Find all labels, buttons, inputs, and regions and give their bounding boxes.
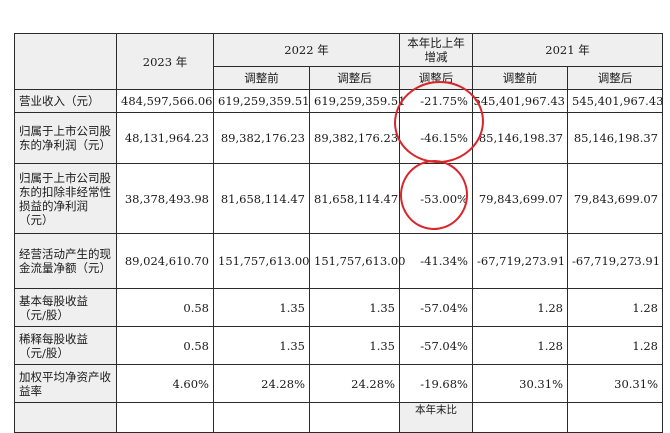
value-2021-after: 545,401,967.43 [567, 89, 663, 113]
value-2023: 0.58 [116, 326, 214, 365]
subheader-2021-after: 调整后 [567, 66, 663, 90]
table-row-diluted-eps: 稀释每股收益（元/股） 0.58 1.35 1.35 -57.04% 1.28 … [14, 326, 663, 365]
value-2023: 89,024,610.70 [116, 233, 214, 289]
value-2023: 48,131,964.23 [116, 112, 214, 164]
value-2021-after: 79,843,699.07 [567, 163, 663, 234]
value-2021-after: -67,719,273.91 [567, 233, 663, 289]
table-row-roe: 加权平均净资产收益率 4.60% 24.28% 24.28% -19.68% 3… [14, 364, 663, 403]
row-label: 基本每股收益（元/股） [14, 288, 117, 327]
table-row-operating-cash-flow: 经营活动产生的现金流量净额（元） 89,024,610.70 151,757,6… [14, 233, 663, 289]
row-label: 稀释每股收益（元/股） [14, 326, 117, 365]
value-2022-after: 151,757,613.00 [309, 233, 405, 289]
value-2021-before: 85,146,198.37 [472, 112, 568, 164]
value-2021-after: 30.31% [567, 364, 663, 403]
value-2022-before: 151,757,613.00 [213, 233, 310, 289]
value-2022-before: 89,382,176.23 [213, 112, 310, 164]
row-label: 归属于上市公司股东的扣除非经常性损益的净利润（元） [14, 163, 117, 234]
row-label: 经营活动产生的现金流量净额（元） [14, 233, 117, 289]
table-row-next-partial: 本年末比 [14, 402, 663, 433]
next-header-fragment: 本年末比 [399, 402, 473, 433]
value-2022-before: 24.28% [213, 364, 310, 403]
value-2022-before: 81,658,114.47 [213, 163, 310, 234]
row-label: 加权平均净资产收益率 [14, 364, 117, 403]
value-2021-after: 1.28 [567, 288, 663, 327]
value-2022-before: 619,259,359.51 [213, 89, 310, 113]
value-2021-before: 1.28 [472, 288, 568, 327]
value-2022-after: 619,259,359.51 [309, 89, 405, 113]
row-label: 归属于上市公司股东的净利润（元） [14, 112, 117, 164]
value-change: -46.15% [399, 112, 473, 164]
value-2021-before: -67,719,273.91 [472, 233, 568, 289]
subheader-2022-before: 调整前 [213, 66, 310, 90]
value-2023: 38,378,493.98 [116, 163, 214, 234]
value-2021-before: 1.28 [472, 326, 568, 365]
header-2023: 2023 年 [116, 33, 214, 90]
value-2023: 0.58 [116, 288, 214, 327]
header-2021: 2021 年 [472, 33, 663, 67]
table-row-basic-eps: 基本每股收益（元/股） 0.58 1.35 1.35 -57.04% 1.28 … [14, 288, 663, 327]
value-2021-before: 30.31% [472, 364, 568, 403]
value-2022-before: 1.35 [213, 288, 310, 327]
value-change: -57.04% [399, 326, 473, 365]
table-row-net-profit: 归属于上市公司股东的净利润（元） 48,131,964.23 89,382,17… [14, 112, 663, 164]
table-row-net-profit-deducted: 归属于上市公司股东的扣除非经常性损益的净利润（元） 38,378,493.98 … [14, 163, 663, 234]
value-2022-after: 1.35 [309, 288, 400, 327]
value-change: -57.04% [399, 288, 473, 327]
value-2023: 484,597,566.06 [116, 89, 214, 113]
value-change: -19.68% [399, 364, 473, 403]
value-2022-after: 89,382,176.23 [309, 112, 400, 164]
table-row-revenue: 营业收入（元） 484,597,566.06 619,259,359.51 61… [14, 89, 663, 113]
subheader-2022-after: 调整后 [309, 66, 400, 90]
value-2022-before: 1.35 [213, 326, 310, 365]
value-2022-after: 24.28% [309, 364, 400, 403]
financial-summary-table: 2023 年 2022 年 本年比上年增减 2021 年 调整前 调整后 调整后… [14, 33, 663, 433]
value-2021-before: 79,843,699.07 [472, 163, 568, 234]
subheader-change-after: 调整后 [399, 66, 473, 90]
subheader-2021-before: 调整前 [472, 66, 568, 90]
header-2022: 2022 年 [213, 33, 400, 67]
value-2021-after: 85,146,198.37 [567, 112, 663, 164]
value-change: -21.75% [399, 89, 473, 113]
value-change: -53.00% [399, 163, 473, 234]
value-change: -41.34% [399, 233, 473, 289]
value-2021-after: 1.28 [567, 326, 663, 365]
value-2022-after: 81,658,114.47 [309, 163, 400, 234]
value-2022-after: 1.35 [309, 326, 400, 365]
row-label: 营业收入（元） [14, 89, 117, 113]
value-2021-before: 545,401,967.43 [472, 89, 568, 113]
value-2023: 4.60% [116, 364, 214, 403]
corner-header-cell [14, 33, 117, 90]
header-change: 本年比上年增减 [399, 33, 473, 67]
